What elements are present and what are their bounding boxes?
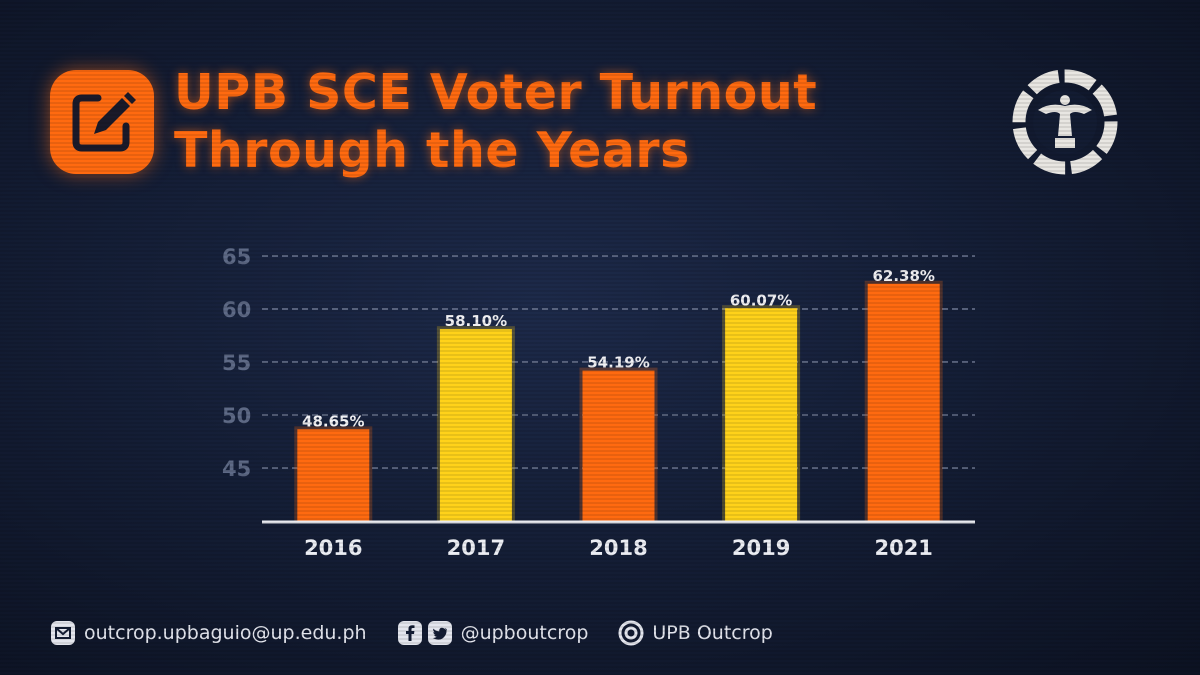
title-line-2: Through the Years — [174, 122, 690, 179]
data-label: 62.38% — [872, 267, 934, 285]
page-title: UPB SCE Voter Turnout Through the Years — [174, 64, 817, 180]
facebook-icon — [397, 620, 423, 646]
upb-outcrop-logo — [1008, 66, 1122, 182]
bar-2017 — [439, 329, 512, 521]
footer-email[interactable]: outcrop.upbaguio@up.edu.ph — [50, 620, 367, 646]
y-tick-label: 65 — [222, 245, 251, 269]
edit-note-icon — [72, 92, 136, 152]
x-tick-label: 2021 — [874, 536, 932, 560]
x-tick-label: 2019 — [732, 536, 790, 560]
bar-2021 — [867, 283, 940, 521]
title-line-1: UPB SCE Voter Turnout — [174, 64, 818, 121]
x-tick-label: 2018 — [589, 536, 647, 560]
y-tick-label: 45 — [222, 457, 251, 481]
twitter-icon — [427, 620, 453, 646]
logo-mark — [1012, 69, 1118, 175]
social-handle: @upboutcrop — [460, 622, 589, 644]
page-name: UPB Outcrop — [652, 622, 773, 644]
data-label: 60.07% — [730, 291, 792, 309]
email-text: outcrop.upbaguio@up.edu.ph — [84, 622, 367, 644]
y-tick-label: 60 — [222, 298, 251, 322]
footer: outcrop.upbaguio@up.edu.ph @upboutcrop U… — [50, 618, 803, 648]
data-label: 58.10% — [445, 312, 507, 330]
x-tick-label: 2016 — [304, 536, 362, 560]
y-tick-label: 50 — [222, 404, 251, 428]
footer-social[interactable]: @upboutcrop — [397, 620, 589, 646]
bar-2018 — [582, 370, 655, 521]
bar-2016 — [297, 429, 370, 521]
y-tick-label: 55 — [222, 351, 251, 375]
x-tick-label: 2017 — [447, 536, 505, 560]
footer-page[interactable]: UPB Outcrop — [618, 620, 773, 646]
bar-2019 — [725, 308, 798, 521]
instagram-icon — [618, 620, 644, 646]
mail-icon — [50, 620, 76, 646]
data-label: 48.65% — [302, 412, 364, 430]
title-icon — [50, 70, 154, 174]
data-label: 54.19% — [587, 354, 649, 372]
